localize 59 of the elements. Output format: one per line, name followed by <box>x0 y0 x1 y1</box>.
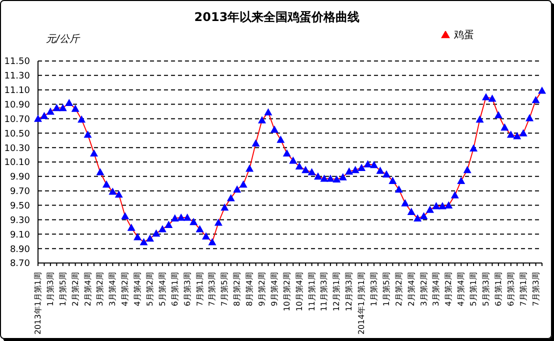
y-tick-label: 9.90 <box>10 172 30 183</box>
y-tick-label: 9.30 <box>10 216 30 226</box>
legend-label: 鸡蛋 <box>454 30 474 41</box>
x-tick-label: 5月第1周 <box>469 272 478 306</box>
y-tick-label: 10.70 <box>4 114 30 125</box>
x-tick-label: 1月第3周 <box>46 272 55 306</box>
x-tick-label: 5月第3周 <box>482 272 490 306</box>
y-tick-label: 11.50 <box>4 57 30 68</box>
x-tick-label: 8月第4周 <box>245 272 254 306</box>
x-tick-label: 12月第3周 <box>344 272 354 312</box>
x-tick-label: 4月第2周 <box>444 272 454 306</box>
x-tick-label: 3月第4周 <box>432 272 441 306</box>
x-tick-label: 7月第1周 <box>518 272 528 306</box>
x-tick-label: 6月第1周 <box>494 272 503 306</box>
x-tick-label: 12月第1周 <box>332 272 342 312</box>
x-tick-label: 2月第4周 <box>83 272 92 306</box>
x-tick-label: 1月第3周 <box>370 272 378 306</box>
y-tick-label: 10.30 <box>4 144 30 154</box>
x-tick-label: 10月第4周 <box>294 272 304 312</box>
y-tick-label: 11.30 <box>4 72 30 82</box>
x-tick-label: 4月第4周 <box>456 272 466 306</box>
x-tick-label: 7月第5周 <box>220 272 230 306</box>
x-tick-label: 2014年1月第1周 <box>357 272 366 335</box>
x-tick-label: 5月第4周 <box>158 272 167 306</box>
y-tick-label: 8.70 <box>10 259 30 270</box>
x-tick-label: 3月第2周 <box>419 272 428 306</box>
y-tick-label: 9.10 <box>10 230 30 240</box>
x-tick-label: 2月第2周 <box>394 272 404 306</box>
x-tick-label: 4月第4周 <box>133 272 142 306</box>
y-tick-label: 11.10 <box>4 86 30 96</box>
x-tick-label: 7月第3周 <box>208 272 217 306</box>
x-tick-label: 7月第3周 <box>531 272 540 306</box>
x-tick-label: 9月第4周 <box>270 272 279 306</box>
x-tick-label: 11月第1周 <box>307 272 316 312</box>
y-tick-label: 10.90 <box>4 100 30 110</box>
x-tick-label: 10月第2周 <box>282 272 292 312</box>
y-tick-label: 9.70 <box>10 187 30 198</box>
x-tick-label: 6月第3周 <box>506 272 516 306</box>
y-tick-label: 10.50 <box>4 129 30 140</box>
x-tick-label: 8月第2周 <box>232 272 242 306</box>
x-tick-label: 6月第3周 <box>182 272 192 306</box>
y-tick-label: 9.50 <box>10 201 30 212</box>
x-tick-label: 5月第2周 <box>146 272 154 306</box>
x-tick-label: 2月第2周 <box>70 272 80 306</box>
x-tick-label: 6月第1周 <box>170 272 180 306</box>
x-tick-label: 1月第5周 <box>58 272 68 306</box>
x-tick-label: 4月第2周 <box>120 272 130 306</box>
y-tick-label: 10.10 <box>4 158 30 168</box>
x-tick-label: 3月第2周 <box>96 272 105 306</box>
y-tick-label: 8.90 <box>10 244 30 255</box>
x-tick-label: 9月第2周 <box>258 272 266 306</box>
x-tick-label: 2013年1月第1周 <box>34 272 42 335</box>
x-tick-label: 3月第4周 <box>108 272 118 306</box>
x-tick-label: 1月第5周 <box>382 272 391 306</box>
chart-title: 2013年以来全国鸡蛋价格曲线 <box>193 9 361 26</box>
x-tick-label: 11月第3周 <box>320 272 329 312</box>
y-axis-title: 元/公斤 <box>46 32 80 46</box>
x-tick-label: 2月第4周 <box>406 272 416 306</box>
x-tick-label: 7月第1周 <box>195 272 204 306</box>
